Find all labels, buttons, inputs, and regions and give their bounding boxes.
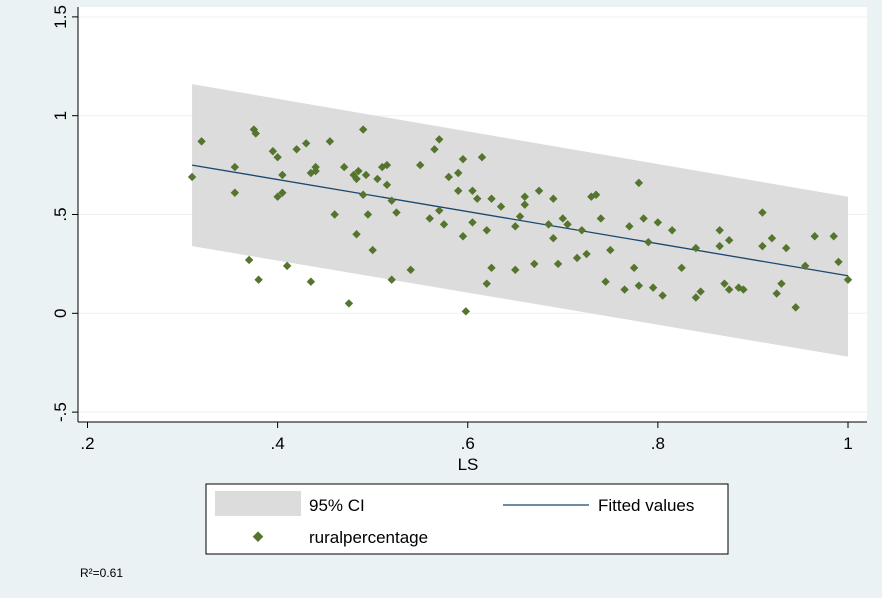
r-squared-note: R²=0.61 xyxy=(80,566,123,580)
y-tick-label-3: 1 xyxy=(51,111,70,120)
x-axis-title: LS xyxy=(458,455,479,474)
y-tick-label-2: .5 xyxy=(51,207,70,221)
x-tick-label-0: .2 xyxy=(80,434,94,453)
y-tick-label-0: -.5 xyxy=(51,402,70,422)
legend-label-fitted: Fitted values xyxy=(598,496,694,515)
legend-label-ci: 95% CI xyxy=(309,496,365,515)
legend-label-points: ruralpercentage xyxy=(309,528,428,547)
y-tick-label-4: 1.5 xyxy=(51,5,70,29)
x-tick-label-3: .8 xyxy=(651,434,665,453)
x-tick-label-2: .6 xyxy=(461,434,475,453)
x-tick-label-1: .4 xyxy=(271,434,285,453)
x-tick-label-4: 1 xyxy=(843,434,852,453)
y-tick-label-1: 0 xyxy=(51,309,70,318)
legend-swatch-ci xyxy=(215,491,301,516)
